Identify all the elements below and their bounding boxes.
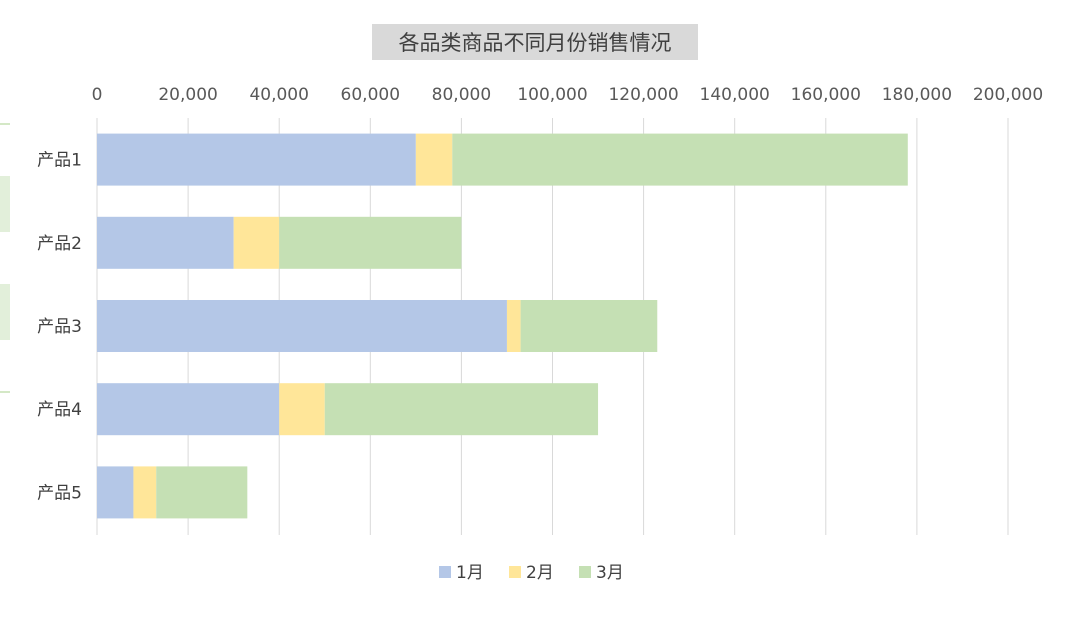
bar-segment xyxy=(520,300,658,352)
y-axis-category-labels: 产品1 产品2 产品3 产品4 产品5 xyxy=(37,151,82,504)
x-tick-label: 120,000 xyxy=(608,85,678,105)
bar-segment xyxy=(279,383,325,436)
x-tick-label: 180,000 xyxy=(882,85,952,105)
left-edge-decoration xyxy=(0,123,10,393)
bar-segment xyxy=(415,133,453,186)
bar-segment xyxy=(97,383,280,436)
x-tick-label: 100,000 xyxy=(517,85,587,105)
bar-segment xyxy=(97,466,134,519)
bar-segment xyxy=(156,466,248,519)
x-tick-label: 160,000 xyxy=(791,85,861,105)
legend-swatch xyxy=(439,566,451,578)
chart-title-background xyxy=(372,24,698,60)
category-label: 产品1 xyxy=(37,151,82,171)
bar-segment xyxy=(506,300,521,352)
legend-label: 2月 xyxy=(526,563,554,583)
category-label: 产品3 xyxy=(37,317,82,337)
x-axis-tick-labels: 0 20,000 40,000 60,000 80,000 100,000 120,000 1… xyxy=(92,85,1044,105)
legend-swatch xyxy=(509,566,521,578)
legend-swatch xyxy=(579,566,591,578)
x-tick-label: 20,000 xyxy=(158,85,217,105)
x-tick-label: 80,000 xyxy=(432,85,491,105)
bar-segment xyxy=(233,216,280,269)
bar-segment xyxy=(97,133,416,186)
bar-segment xyxy=(324,383,599,436)
category-label: 产品2 xyxy=(37,234,82,254)
x-tick-label: 0 xyxy=(92,85,103,105)
category-label: 产品4 xyxy=(37,400,82,420)
legend: 1月 2月 3月 xyxy=(439,563,624,583)
bar-segment xyxy=(133,466,157,519)
bar-segment xyxy=(97,216,234,269)
bar-segment xyxy=(452,133,908,186)
x-tick-label: 140,000 xyxy=(700,85,770,105)
x-tick-label: 200,000 xyxy=(973,85,1043,105)
legend-label: 1月 xyxy=(456,563,484,583)
x-tick-label: 60,000 xyxy=(341,85,400,105)
x-tick-label: 40,000 xyxy=(249,85,308,105)
chart-title-group: 各品类商品不同月份销售情况 xyxy=(372,24,698,60)
bars xyxy=(97,133,908,519)
bar-segment xyxy=(97,300,507,352)
bar-segment xyxy=(279,216,462,269)
chart-title: 各品类商品不同月份销售情况 xyxy=(399,31,672,55)
legend-label: 3月 xyxy=(596,563,624,583)
category-label: 产品5 xyxy=(37,483,82,503)
